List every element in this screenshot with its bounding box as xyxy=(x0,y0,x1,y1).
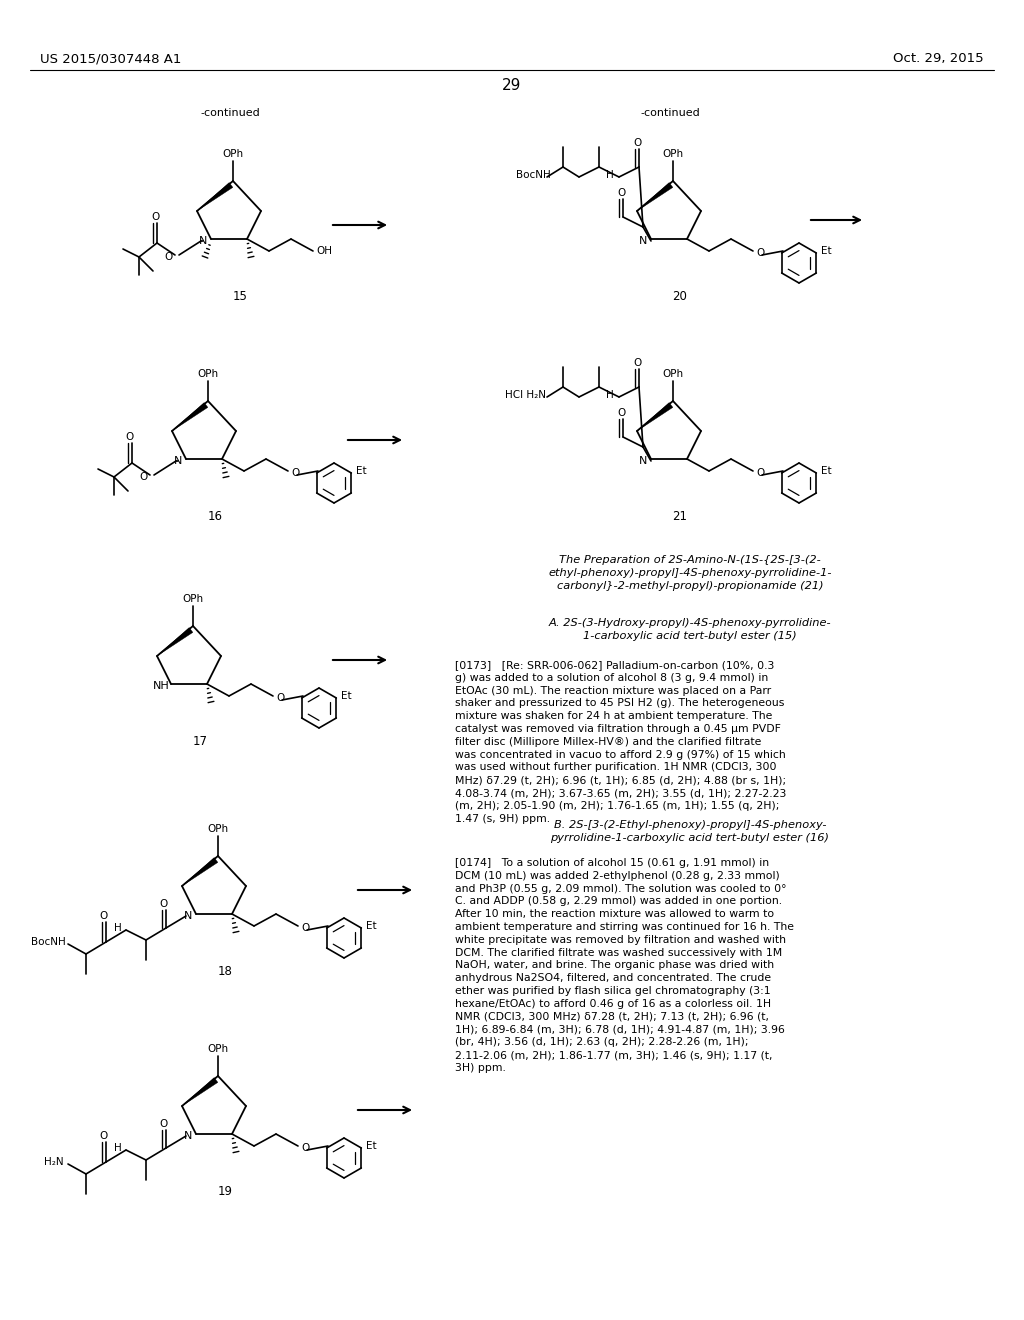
Text: 17: 17 xyxy=(193,735,208,748)
Text: O: O xyxy=(160,1119,168,1129)
Text: H: H xyxy=(606,389,614,400)
Text: O: O xyxy=(616,408,625,418)
Text: 19: 19 xyxy=(217,1185,232,1199)
Text: OPh: OPh xyxy=(663,370,684,379)
Text: OPh: OPh xyxy=(663,149,684,158)
Polygon shape xyxy=(197,182,232,211)
Text: OPh: OPh xyxy=(222,149,244,158)
Text: 29: 29 xyxy=(503,78,521,92)
Text: A. 2S-(3-Hydroxy-propyl)-4S-phenoxy-pyrrolidine-
1-carboxylic acid tert-butyl es: A. 2S-(3-Hydroxy-propyl)-4S-phenoxy-pyrr… xyxy=(549,618,831,642)
Text: [0174]   To a solution of alcohol 15 (0.61 g, 1.91 mmol) in
DCM (10 mL) was adde: [0174] To a solution of alcohol 15 (0.61… xyxy=(455,858,794,1073)
Polygon shape xyxy=(637,182,673,211)
Text: O: O xyxy=(633,358,641,368)
Text: N: N xyxy=(639,236,647,246)
Text: H: H xyxy=(115,923,122,933)
Text: O: O xyxy=(616,187,625,198)
Text: N: N xyxy=(184,1131,193,1140)
Text: -continued: -continued xyxy=(640,108,699,117)
Text: NH: NH xyxy=(153,681,169,690)
Text: O: O xyxy=(756,248,764,257)
Polygon shape xyxy=(637,403,673,432)
Text: O: O xyxy=(301,1143,309,1152)
Text: Oct. 29, 2015: Oct. 29, 2015 xyxy=(893,51,984,65)
Text: O: O xyxy=(100,911,109,921)
Text: O: O xyxy=(291,469,299,478)
Polygon shape xyxy=(172,403,208,432)
Text: O: O xyxy=(160,899,168,909)
Text: Et: Et xyxy=(821,466,831,477)
Text: US 2015/0307448 A1: US 2015/0307448 A1 xyxy=(40,51,181,65)
Polygon shape xyxy=(157,627,193,656)
Text: O: O xyxy=(165,252,173,261)
Text: O: O xyxy=(301,923,309,933)
Text: 15: 15 xyxy=(232,290,248,304)
Text: B. 2S-[3-(2-Ethyl-phenoxy)-propyl]-4S-phenoxy-
pyrrolidine-1-carboxylic acid ter: B. 2S-[3-(2-Ethyl-phenoxy)-propyl]-4S-ph… xyxy=(551,820,829,843)
Text: OPh: OPh xyxy=(208,1044,228,1053)
Polygon shape xyxy=(182,858,218,886)
Text: N: N xyxy=(199,236,207,246)
Text: OH: OH xyxy=(316,246,332,256)
Text: O: O xyxy=(756,469,764,478)
Text: O: O xyxy=(126,432,134,442)
Text: O: O xyxy=(276,693,285,704)
Text: H₂N: H₂N xyxy=(44,1158,63,1167)
Text: O: O xyxy=(100,1131,109,1140)
Text: O: O xyxy=(633,139,641,148)
Text: -continued: -continued xyxy=(200,108,260,117)
Text: Et: Et xyxy=(341,690,351,701)
Text: N: N xyxy=(639,455,647,466)
Text: Et: Et xyxy=(366,921,377,931)
Text: H: H xyxy=(115,1143,122,1152)
Text: H: H xyxy=(606,170,614,180)
Text: 20: 20 xyxy=(673,290,687,304)
Text: [0173]   [Re: SRR-006-062] Palladium-on-carbon (10%, 0.3
g) was added to a solut: [0173] [Re: SRR-006-062] Palladium-on-ca… xyxy=(455,660,786,824)
Text: HCl H₂N: HCl H₂N xyxy=(505,389,546,400)
Text: O: O xyxy=(139,473,148,482)
Text: O: O xyxy=(151,213,159,222)
Text: Et: Et xyxy=(366,1140,377,1151)
Polygon shape xyxy=(182,1077,218,1106)
Text: 18: 18 xyxy=(217,965,232,978)
Text: 21: 21 xyxy=(673,510,687,523)
Text: OPh: OPh xyxy=(198,370,218,379)
Text: BocNH: BocNH xyxy=(32,937,66,946)
Text: Et: Et xyxy=(821,246,831,256)
Text: The Preparation of 2S-Amino-N-(1S-{2S-[3-(2-
ethyl-phenoxy)-propyl]-4S-phenoxy-p: The Preparation of 2S-Amino-N-(1S-{2S-[3… xyxy=(548,554,831,591)
Text: 16: 16 xyxy=(208,510,222,523)
Text: N: N xyxy=(174,455,182,466)
Text: N: N xyxy=(184,911,193,921)
Text: Et: Et xyxy=(356,466,367,477)
Text: OPh: OPh xyxy=(208,824,228,834)
Text: BocNH: BocNH xyxy=(516,170,551,180)
Text: OPh: OPh xyxy=(182,594,204,605)
